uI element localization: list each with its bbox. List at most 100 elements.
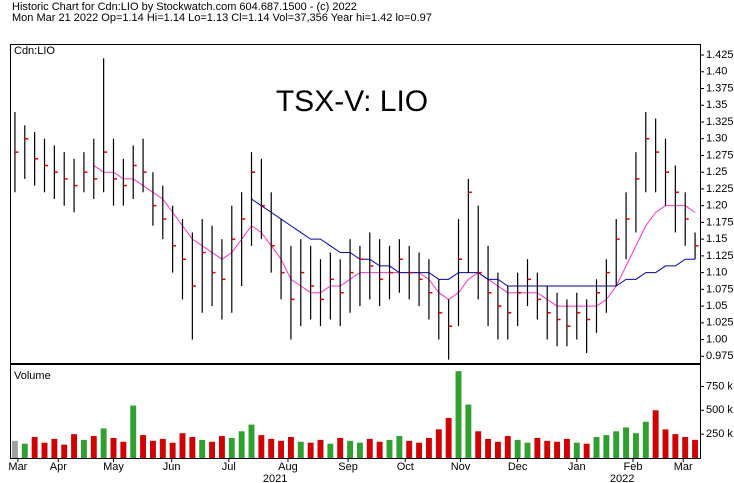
volume-bar	[130, 405, 137, 458]
header-line1: Historic Chart for Cdn:LIO by Stockwatch…	[12, 1, 357, 13]
header-line2: Mon Mar 21 2022 Op=1.14 Hi=1.14 Lo=1.13 …	[12, 12, 432, 24]
x-tick-label: Aug	[278, 461, 298, 473]
volume-bar	[268, 438, 275, 458]
y-tick-label: 250 k	[706, 428, 733, 440]
volume-bar	[169, 442, 176, 458]
volume-bar	[238, 431, 245, 458]
x-tick-label: Oct	[397, 461, 414, 473]
x-tick-label: Jan	[568, 461, 586, 473]
x-tick-label: May	[103, 461, 124, 473]
volume-bar	[209, 441, 216, 458]
volume-bar	[662, 429, 669, 458]
y-tick-label: 0.975	[706, 350, 734, 362]
volume-bar	[485, 438, 492, 458]
volume-bar	[51, 438, 58, 458]
volume-bar	[90, 436, 97, 458]
moving-average	[251, 198, 696, 287]
x-tick-label: Mar	[8, 461, 27, 473]
y-tick-label: 1.125	[706, 250, 734, 262]
y-tick-label: 1.40	[706, 66, 727, 78]
volume-bar	[534, 437, 541, 458]
y-tick-label: 1.10	[706, 267, 727, 279]
x-tick-label: Dec	[508, 461, 528, 473]
volume-bar	[465, 404, 472, 458]
volume-bar	[347, 440, 354, 458]
y-tick-label: 1.225	[706, 183, 734, 195]
volume-bar	[425, 437, 432, 458]
volume-bar	[682, 437, 689, 458]
volume-bar	[623, 427, 630, 458]
x-tick-label: Apr	[50, 461, 67, 473]
volume-bar	[337, 437, 344, 458]
volume-bar	[396, 436, 403, 458]
volume-bar	[248, 424, 255, 458]
volume-bar	[692, 439, 699, 458]
volume-bar	[307, 442, 314, 458]
volume-bar	[514, 439, 521, 458]
volume-bar	[563, 438, 570, 458]
y-tick-label: 1.05	[706, 300, 727, 312]
price-label: Cdn:LIO	[14, 45, 55, 57]
volume-bar	[494, 441, 501, 458]
y-tick-label: 1.425	[706, 49, 734, 61]
volume-bar	[583, 443, 590, 458]
x-tick-label: Feb	[623, 461, 642, 473]
volume-bar	[435, 429, 442, 458]
volume-bar	[228, 437, 235, 458]
year-label: 2021	[263, 473, 287, 483]
volume-bar	[120, 441, 127, 458]
volume-bar	[445, 417, 452, 458]
volume-bar	[554, 441, 561, 458]
volume-bar	[632, 433, 639, 458]
y-tick-label: 500 k	[706, 404, 733, 416]
volume-bar	[603, 435, 610, 458]
x-tick-label: Sep	[338, 461, 358, 473]
volume-bar	[258, 435, 265, 458]
volume-bar	[317, 439, 324, 458]
y-tick-label: 1.15	[706, 233, 727, 245]
volume-bar	[475, 431, 482, 458]
volume-bar	[61, 444, 68, 458]
volume-bar	[524, 442, 531, 458]
y-tick-label: 1.30	[706, 133, 727, 145]
volume-bar	[297, 441, 304, 458]
volume-bar	[189, 437, 196, 458]
volume-frame	[10, 364, 701, 459]
y-tick-label: 1.175	[706, 216, 734, 228]
y-tick-label: 1.25	[706, 166, 727, 178]
volume-bar	[110, 437, 117, 458]
volume-bar	[11, 440, 18, 458]
y-tick-label: 750 k	[706, 380, 733, 392]
volume-bar	[573, 442, 580, 458]
volume-bar	[199, 439, 206, 458]
volume-bar	[544, 440, 551, 458]
volume-bar	[386, 439, 393, 458]
y-tick-label: 1.00	[706, 333, 727, 345]
year-label: 2022	[610, 473, 634, 483]
y-tick-label: 1.20	[706, 200, 727, 212]
volume-bar	[416, 442, 423, 458]
volume-bar	[140, 435, 147, 458]
volume-bar	[642, 421, 649, 458]
y-tick-label: 1.375	[706, 82, 734, 94]
x-tick-label: Nov	[451, 461, 471, 473]
y-tick-label: 1.025	[706, 317, 734, 329]
volume-bar	[672, 434, 679, 458]
volume-bar	[100, 428, 107, 458]
volume-bar	[278, 440, 285, 458]
volume-label: Volume	[14, 370, 51, 382]
volume-bar	[179, 433, 186, 458]
x-tick-label: Jul	[222, 461, 236, 473]
volume-bar	[356, 442, 363, 458]
x-tick-label: Jun	[163, 461, 181, 473]
volume-bar	[652, 410, 659, 458]
volume-bar	[21, 443, 28, 458]
volume-bar	[218, 436, 225, 458]
volume-bar	[455, 371, 462, 458]
volume-bar	[504, 436, 511, 458]
chart-title: TSX-V: LIO	[276, 85, 428, 118]
volume-bar	[80, 439, 87, 458]
moving-average	[93, 165, 696, 307]
